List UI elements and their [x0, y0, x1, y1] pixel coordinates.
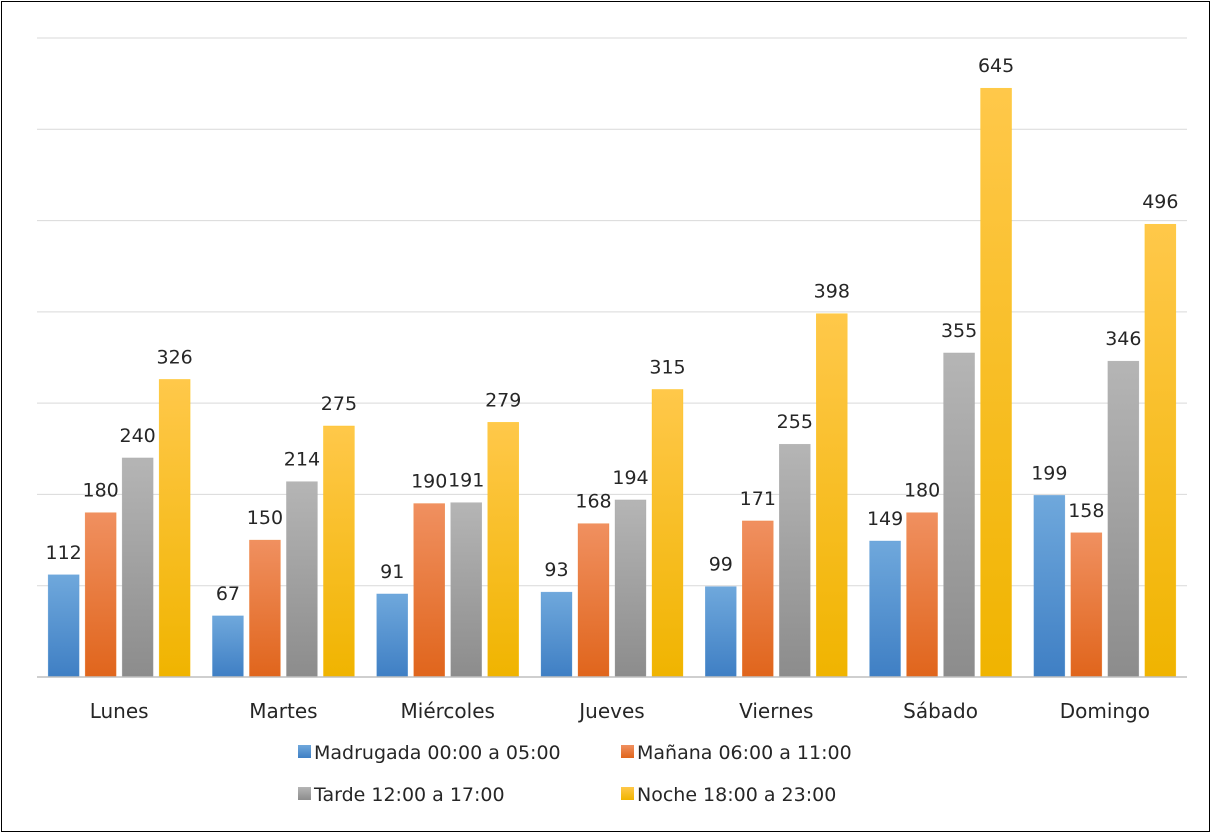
data-label: 315 — [649, 356, 685, 378]
bar — [614, 499, 647, 678]
bar — [376, 593, 408, 678]
bar — [1107, 360, 1140, 678]
bar — [487, 422, 519, 678]
legend-entry: Mañana 06:00 a 11:00 — [637, 742, 852, 764]
bar — [84, 512, 117, 678]
bar — [816, 313, 848, 678]
bar — [651, 389, 684, 678]
category-labels: Lunes Martes Miércoles Jueves Viernes Sábado D… — [90, 699, 1150, 723]
data-label: 240 — [120, 425, 156, 447]
bar — [540, 591, 573, 678]
legend-entry: Madrugada 00:00 a 05:00 — [314, 742, 561, 764]
data-label: 199 — [1031, 462, 1067, 484]
data-label: 279 — [485, 389, 521, 411]
data-label: 180 — [904, 480, 940, 502]
data-label: 93 — [544, 559, 568, 581]
bar — [943, 352, 975, 678]
gridlines — [37, 37, 1187, 587]
data-label: 326 — [157, 346, 193, 368]
bar — [779, 443, 811, 678]
data-label: 180 — [83, 480, 119, 502]
legend-swatch — [621, 787, 634, 800]
category-label: Domingo — [1060, 699, 1150, 723]
bar — [323, 425, 355, 678]
data-label: 194 — [612, 467, 648, 489]
data-label: 190 — [411, 471, 447, 493]
bar — [705, 586, 737, 678]
category-label: Miércoles — [401, 699, 495, 723]
data-label: 67 — [216, 583, 240, 605]
legend-swatch — [298, 787, 311, 800]
legend-swatch — [621, 745, 634, 758]
bar — [158, 379, 191, 678]
bar — [121, 457, 154, 678]
bar — [577, 523, 610, 678]
bar — [980, 87, 1012, 678]
data-label: 149 — [867, 508, 903, 530]
bar — [742, 520, 774, 678]
category-label: Viernes — [739, 699, 813, 723]
bar — [249, 539, 281, 678]
data-label: 346 — [1105, 328, 1141, 350]
bars — [47, 87, 1177, 678]
category-label: Lunes — [90, 699, 149, 723]
bar — [1033, 495, 1066, 678]
data-label: 158 — [1068, 500, 1104, 522]
data-label: 214 — [284, 449, 320, 471]
bar — [869, 540, 901, 678]
data-label: 150 — [247, 507, 283, 529]
data-label: 168 — [575, 491, 611, 513]
category-label: Jueves — [577, 699, 644, 723]
data-label: 398 — [814, 281, 850, 303]
bar — [212, 615, 244, 678]
data-label: 496 — [1142, 191, 1178, 213]
bar — [47, 574, 80, 678]
legend-entry: Noche 18:00 a 23:00 — [637, 784, 836, 806]
data-label: 191 — [448, 470, 484, 492]
data-label: 91 — [380, 561, 404, 583]
data-label: 112 — [46, 542, 82, 564]
data-label: 171 — [740, 488, 776, 510]
bar — [286, 481, 318, 678]
bar — [1144, 223, 1177, 678]
data-label: 275 — [321, 393, 357, 415]
legend-entry: Tarde 12:00 a 17:00 — [313, 784, 505, 806]
data-label: 99 — [709, 554, 733, 576]
legend-swatch — [298, 745, 311, 758]
bar — [906, 512, 938, 678]
data-label: 355 — [941, 320, 977, 342]
bar — [450, 502, 482, 678]
bar — [1070, 532, 1103, 678]
data-label: 645 — [978, 55, 1014, 77]
category-label: Sábado — [903, 699, 978, 723]
data-label: 255 — [777, 411, 813, 433]
legend: Madrugada 00:00 a 05:00 Mañana 06:00 a 11… — [298, 742, 852, 806]
category-label: Martes — [249, 699, 317, 723]
bar — [413, 503, 445, 678]
